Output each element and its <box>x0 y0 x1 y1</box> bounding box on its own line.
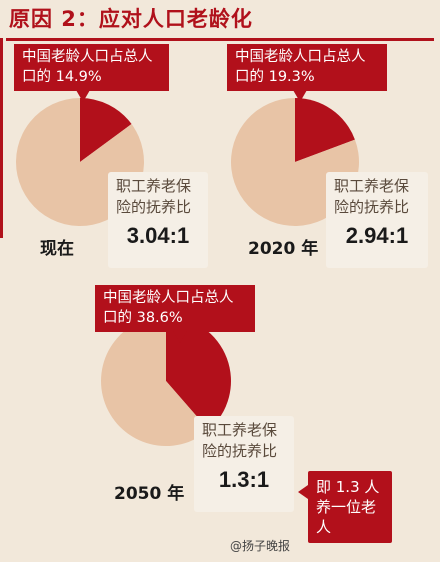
ratio-box-2020: 职工养老保险的抚养比 2.94:1 <box>326 172 428 268</box>
note-tail <box>298 485 308 499</box>
title-divider <box>6 38 434 41</box>
ratio-box-now: 职工养老保险的抚养比 3.04:1 <box>108 172 208 268</box>
callout-tail <box>173 331 187 343</box>
page-title: 原因 2：应对人口老龄化 <box>9 7 253 31</box>
callout-tail <box>76 90 90 102</box>
ratio-value: 2.94:1 <box>345 223 409 248</box>
annotation-2050: 中国老龄人口占总人口的 38.6% <box>95 285 255 343</box>
pie-slice-elderly <box>80 98 132 162</box>
ratio-label: 职工养老保险的抚养比 <box>202 421 278 460</box>
pie-chart-2050 <box>101 316 231 446</box>
annotation-now: 中国老龄人口占总人口的 14.9% <box>14 44 169 102</box>
ratio-box-2050: 职工养老保险的抚养比 1.3:1 <box>194 416 294 512</box>
note-text: 即 1.3 人养一位老人 <box>316 478 380 536</box>
pie-slice-rest <box>101 316 209 446</box>
ratio-label: 职工养老保险的抚养比 <box>116 177 192 216</box>
callout-tail <box>293 90 307 102</box>
annotation-2020: 中国老龄人口占总人口的 19.3% <box>227 44 387 102</box>
pie-slice-elderly <box>166 316 231 431</box>
annotation-text: 中国老龄人口占总人口的 19.3% <box>235 49 366 85</box>
annotation-text: 中国老龄人口占总人口的 14.9% <box>22 49 153 85</box>
ratio-note-2050: 即 1.3 人养一位老人 <box>298 471 392 543</box>
period-label-now: 现在 <box>40 239 74 259</box>
period-label-2050: 2050 年 <box>114 484 185 504</box>
ratio-label: 职工养老保险的抚养比 <box>334 177 410 216</box>
ratio-value: 3.04:1 <box>126 223 190 248</box>
watermark: @扬子晚报 <box>229 539 290 553</box>
pie-slice-elderly <box>295 98 355 162</box>
period-label-2020: 2020 年 <box>248 239 319 259</box>
annotation-text: 中国老龄人口占总人口的 38.6% <box>103 290 234 326</box>
ratio-value: 1.3:1 <box>218 467 270 492</box>
left-frame-line <box>0 38 3 238</box>
